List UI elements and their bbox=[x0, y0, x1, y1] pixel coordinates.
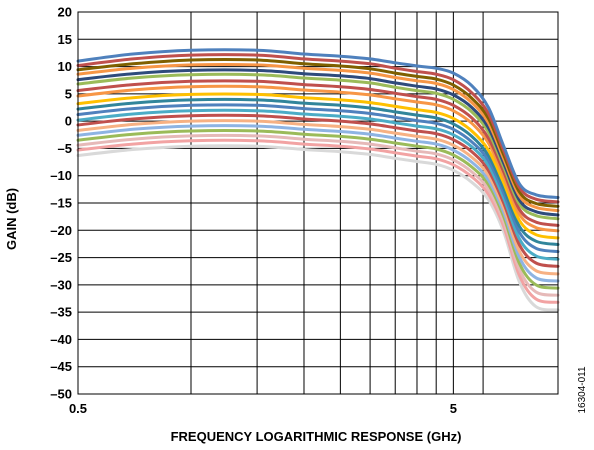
y-tick-label: 0 bbox=[65, 114, 72, 129]
y-tick-label: –35 bbox=[50, 305, 72, 320]
series-line bbox=[76, 97, 560, 246]
series-line bbox=[76, 133, 560, 297]
series-line bbox=[76, 108, 560, 261]
series-line bbox=[76, 119, 560, 276]
y-tick-labels: 20 15 10 5 0 –5 –10 –15 –20 –25 –30 –35 –40 –45 –50 bbox=[50, 5, 72, 402]
x-tick-label: 0.5 bbox=[69, 401, 87, 416]
series-line bbox=[76, 144, 560, 312]
y-tick-label: 10 bbox=[58, 59, 72, 74]
y-tick-label: –50 bbox=[50, 387, 72, 402]
y-tick-label: 20 bbox=[58, 5, 72, 20]
y-axis-title: GAIN (dB) bbox=[4, 188, 19, 250]
series-line bbox=[76, 92, 560, 240]
y-tick-label: 5 bbox=[65, 86, 72, 101]
y-tick-label: –30 bbox=[50, 277, 72, 292]
y-tick-label: –25 bbox=[50, 250, 72, 265]
plot-frame bbox=[77, 11, 559, 395]
y-tick-label: –40 bbox=[50, 332, 72, 347]
y-tick-label: –10 bbox=[50, 168, 72, 183]
series-line bbox=[76, 58, 560, 208]
series-line bbox=[76, 103, 560, 254]
series-line bbox=[76, 68, 560, 217]
series-line bbox=[76, 84, 560, 233]
figure-id: 16304-011 bbox=[577, 366, 588, 414]
series-line bbox=[76, 113, 560, 268]
y-tick-label: 15 bbox=[58, 32, 72, 47]
series-lines bbox=[76, 48, 560, 312]
x-tick-labels: 0.5 5 bbox=[69, 401, 457, 416]
y-tick-label: –45 bbox=[50, 359, 72, 374]
series-line bbox=[76, 48, 560, 199]
y-tick-label: –15 bbox=[50, 196, 72, 211]
y-tick-label: –5 bbox=[58, 141, 72, 156]
y-tick-label: –20 bbox=[50, 223, 72, 238]
x-axis-title: FREQUENCY LOGARITHMIC RESPONSE (GHz) bbox=[171, 429, 462, 444]
series-line bbox=[76, 79, 560, 227]
x-tick-label: 5 bbox=[450, 401, 457, 416]
